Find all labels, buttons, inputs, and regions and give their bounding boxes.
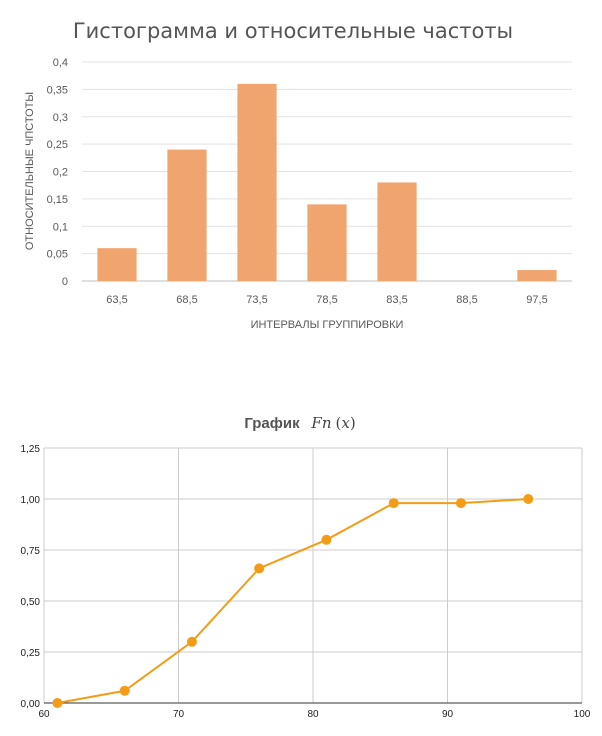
histogram-bar [237,83,277,282]
histogram-x-tick: 78,5 [316,294,337,306]
histogram-bar [307,204,347,281]
histogram-chart: Гистограмма и относительные частоты 0 0,0… [24,19,572,331]
histogram-x-tick: 88,5 [456,294,477,306]
histogram-bar [377,182,417,281]
ecdf-point [321,534,332,545]
histogram-bar [517,270,557,281]
histogram-x-ticks: 63,5 68,5 73,5 78,5 83,5 88,5 97,5 [106,294,547,306]
histogram-x-axis-label: ИНТЕРВАЛЫ ГРУППИРОВКИ [251,319,404,331]
histogram-x-tick: 97,5 [526,294,547,306]
histogram-x-tick: 68,5 [176,294,197,306]
ecdf-point [119,685,130,696]
histogram-y-tick: 0,2 [53,167,68,179]
histogram-y-tick: 0,1 [53,221,68,233]
histogram-title: Гистограмма и относительные частоты [73,19,513,43]
ecdf-y-tick: 0,50 [21,597,41,608]
ecdf-y-tick: 0,00 [21,699,41,710]
histogram-x-tick: 73,5 [246,294,267,306]
ecdf-point [388,498,399,509]
ecdf-title-open: ( [335,414,341,432]
histogram-x-tick: 83,5 [386,294,407,306]
ecdf-x-tick: 80 [307,709,319,720]
ecdf-point [186,636,197,647]
ecdf-x-tick: 90 [442,709,454,720]
ecdf-title: График Fn (x) [244,414,355,432]
ecdf-points [52,494,534,708]
histogram-y-tick: 0,35 [47,84,68,96]
histogram-y-tick: 0,15 [47,194,68,206]
ecdf-title-prefix: График [244,415,300,432]
ecdf-x-tick: 60 [38,709,50,720]
histogram-gridlines [82,61,572,282]
ecdf-chart: График Fn (x) 0,00 0,25 0,50 0,75 1,00 1,25 60… [21,414,591,720]
ecdf-title-close: ) [350,414,356,432]
ecdf-x-tick: 70 [173,709,185,720]
histogram-x-tick: 63,5 [106,294,127,306]
ecdf-title-var: x [341,414,350,432]
ecdf-y-tick: 0,25 [21,648,41,659]
ecdf-gridlines [43,447,583,704]
ecdf-y-tick: 0,75 [21,546,41,557]
ecdf-title-func: Fn [310,414,331,432]
histogram-bar [97,248,137,281]
ecdf-point [455,498,466,509]
ecdf-x-tick: 100 [574,709,591,720]
ecdf-point [254,563,265,574]
histogram-y-axis-label: ОТНОСИТЕЛЬНЫЕ ЧПСТОТЫ [24,92,36,250]
histogram-y-tick: 0,25 [47,139,68,151]
ecdf-point [523,494,534,504]
ecdf-point [52,698,63,708]
histogram-y-tick: 0,4 [53,57,68,69]
histogram-y-ticks: 0 0,05 0,1 0,15 0,2 0,25 0,3 0,35 0,4 [47,57,68,288]
ecdf-x-ticks: 60 70 80 90 100 [38,709,590,720]
histogram-bar [167,149,207,281]
ecdf-y-tick: 1,25 [21,444,41,455]
ecdf-y-ticks: 0,00 0,25 0,50 0,75 1,00 1,25 [21,444,41,710]
ecdf-y-tick: 1,00 [21,495,41,506]
ecdf-line [57,498,529,704]
histogram-y-tick: 0,3 [53,112,68,124]
histogram-y-tick: 0,05 [47,249,68,261]
histogram-bars [97,83,557,282]
histogram-y-tick: 0 [62,276,68,288]
